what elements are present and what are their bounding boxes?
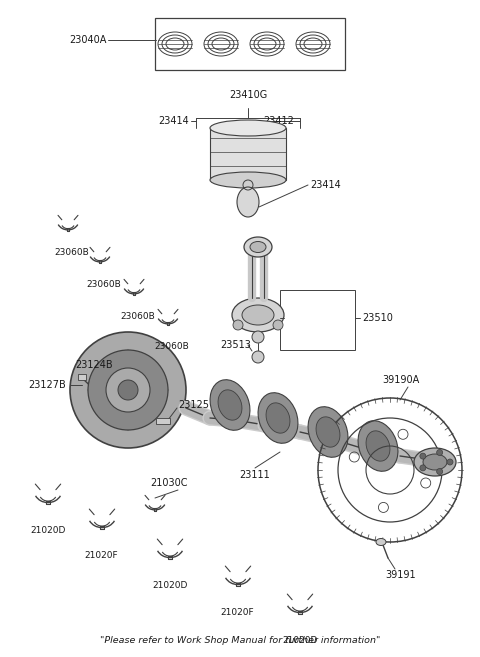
Ellipse shape bbox=[250, 242, 266, 252]
Text: 23414: 23414 bbox=[310, 180, 341, 190]
Text: "Please refer to Work Shop Manual for further information": "Please refer to Work Shop Manual for fu… bbox=[100, 636, 380, 645]
Ellipse shape bbox=[308, 407, 348, 457]
Ellipse shape bbox=[210, 172, 286, 188]
Text: 21020D: 21020D bbox=[30, 526, 65, 535]
Circle shape bbox=[437, 468, 443, 474]
Text: 23060B: 23060B bbox=[86, 280, 121, 289]
Text: 21020F: 21020F bbox=[220, 608, 253, 617]
Text: 23127B: 23127B bbox=[28, 380, 66, 390]
Circle shape bbox=[70, 332, 186, 448]
Text: 23414: 23414 bbox=[158, 116, 189, 126]
Ellipse shape bbox=[210, 120, 286, 136]
Circle shape bbox=[233, 320, 243, 330]
Text: 39191: 39191 bbox=[385, 570, 416, 580]
Text: 39190A: 39190A bbox=[382, 375, 419, 385]
Text: 23513: 23513 bbox=[220, 340, 251, 350]
Text: 21020D: 21020D bbox=[282, 636, 317, 645]
Ellipse shape bbox=[414, 448, 456, 476]
Ellipse shape bbox=[242, 305, 274, 325]
Text: 23412: 23412 bbox=[263, 116, 294, 126]
Text: 23111: 23111 bbox=[240, 470, 270, 480]
Ellipse shape bbox=[423, 454, 447, 470]
Text: 21020D: 21020D bbox=[152, 581, 187, 590]
Ellipse shape bbox=[358, 420, 398, 471]
Ellipse shape bbox=[258, 393, 298, 443]
Ellipse shape bbox=[266, 403, 290, 433]
Circle shape bbox=[252, 331, 264, 343]
Bar bbox=[280, 290, 355, 350]
Text: 23060B: 23060B bbox=[120, 312, 155, 321]
Bar bbox=[210, 128, 286, 180]
Ellipse shape bbox=[366, 431, 390, 461]
Ellipse shape bbox=[376, 539, 386, 545]
Circle shape bbox=[106, 368, 150, 412]
Ellipse shape bbox=[244, 237, 272, 257]
Circle shape bbox=[420, 465, 426, 471]
Ellipse shape bbox=[218, 390, 242, 420]
Text: 21030C: 21030C bbox=[150, 478, 188, 488]
Bar bbox=[155, 18, 345, 70]
Text: 23040A: 23040A bbox=[70, 35, 107, 45]
Text: 23125: 23125 bbox=[178, 400, 209, 410]
Ellipse shape bbox=[232, 298, 284, 332]
Bar bbox=[156, 418, 170, 424]
Text: 23510: 23510 bbox=[362, 313, 393, 323]
Circle shape bbox=[273, 320, 283, 330]
Circle shape bbox=[437, 449, 443, 455]
Bar bbox=[78, 374, 86, 380]
Text: 21020F: 21020F bbox=[84, 551, 118, 560]
Ellipse shape bbox=[210, 380, 250, 430]
Text: 23060B: 23060B bbox=[54, 248, 89, 257]
Text: 23410G: 23410G bbox=[229, 90, 267, 100]
Text: 23124B: 23124B bbox=[75, 360, 113, 370]
Text: 23060B: 23060B bbox=[154, 342, 189, 351]
Circle shape bbox=[118, 380, 138, 400]
Ellipse shape bbox=[237, 187, 259, 217]
Circle shape bbox=[252, 351, 264, 363]
Circle shape bbox=[420, 453, 426, 459]
Circle shape bbox=[447, 459, 453, 465]
Circle shape bbox=[88, 350, 168, 430]
Ellipse shape bbox=[316, 417, 340, 447]
